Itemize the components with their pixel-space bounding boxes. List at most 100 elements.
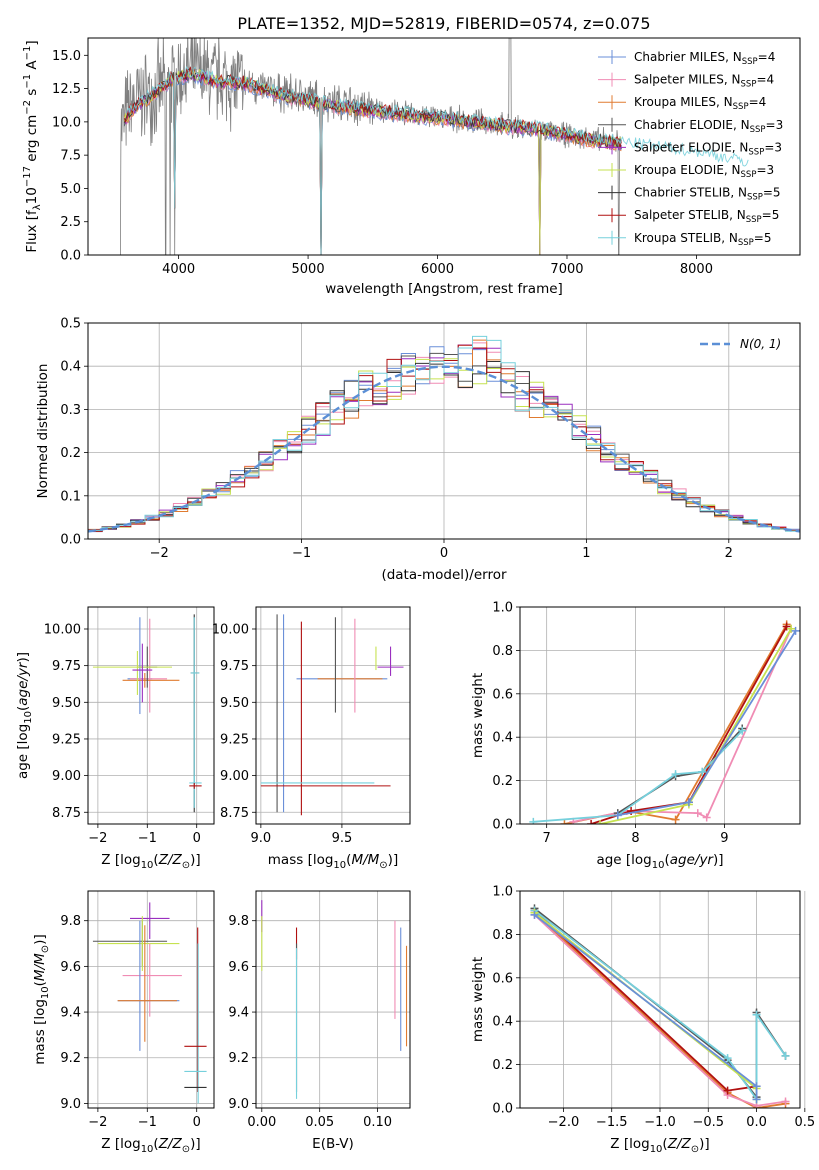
y-tick-label: 9.00 [52,769,81,784]
x-tick-label: 8000 [680,262,713,277]
legend-label: Salpeter STELIB, NSSP=5 [634,208,779,225]
y-tick-label: 9.50 [52,696,81,711]
ticks-0: 4000 5000 6000 7000 8000 0.0 2.5 5.0 7.5 10.0 12.5… [52,49,713,277]
y-tick-label: 9.25 [220,732,249,747]
legend: Chabrier MILES, NSSP=4 Salpeter MILES, NS… [598,50,783,248]
mass-weight-marker [787,624,796,633]
x-tick-label: 0.5 [794,1115,815,1130]
x-tick-label: 0 [193,831,201,846]
x-axis-label: age [log10(age/yr)] [596,852,723,871]
y-tick-label: 9.4 [228,1006,249,1021]
errorbar-point [117,925,177,1042]
y-tick-label: 0.6 [492,971,513,986]
y-tick-label: 9.8 [228,914,249,929]
x-tick-label: −0.5 [692,1115,724,1130]
mass-weight-marker [530,910,539,919]
errorbar-point [122,943,182,1017]
mass-weight-marker [693,809,702,818]
axes-1: −2 −1 0 1 2 0.0 0.1 0.2 0.3 0.4 0.5 (data-model)/er… [35,317,801,583]
y-tick-label: 10.00 [212,622,249,637]
x-tick-label: 9.5 [332,831,353,846]
mass-weight-series [613,626,800,820]
y-tick-label: 8.75 [52,806,81,821]
ticks-6: 0.00 0.05 0.10 9.0 9.2 9.4 9.6 9.8 [228,914,392,1130]
mass-weight-marker [752,1095,761,1104]
x-tick-label: −1 [138,831,157,846]
mass-weight-marker [738,726,747,735]
ticks-4: 7 8 9 0.0 0.2 0.4 0.6 0.8 1.0 [492,601,728,847]
y-tick-label: 9.0 [60,1097,81,1112]
y-tick-label: 0.8 [492,928,513,943]
mass-weight-marker [529,817,538,824]
grid-3 [256,607,410,824]
legend-label: Kroupa STELIB, NSSP=5 [634,231,772,248]
ticks-3: 9.0 9.5 8.75 9.00 9.25 9.50 9.75 10.00 [212,622,352,846]
y-axis-label: age [log10(age/yr)] [15,652,34,779]
x-tick-label: 0.00 [247,1115,276,1130]
axes-6: 0.00 0.05 0.10 9.0 9.2 9.4 9.6 9.8 E(B-V) [228,890,411,1152]
errorbar-point [130,902,170,939]
mass-weight-marker [587,820,596,824]
mass-weight-marker [596,820,604,824]
y-tick-label: 9.6 [228,960,249,975]
grid-2 [88,607,214,824]
gaussian-curve [88,365,800,533]
x-tick-label: 2 [725,546,733,561]
y-axis-label: mass weight [470,957,486,1042]
y-tick-label: 0.4 [60,360,81,375]
axes-0: 4000 5000 6000 7000 8000 0.0 2.5 5.0 7.5 10.0 12.5… [22,37,801,297]
legend-label: Kroupa MILES, NSSP=4 [634,95,766,112]
errorbar-point [132,643,153,703]
x-tick-label: −2 [88,1115,107,1130]
y-tick-label: 0.0 [60,249,81,264]
y-tick-label: 0.0 [60,533,81,548]
x-tick-label: 1 [582,546,590,561]
y-tick-label: 9.8 [60,914,81,929]
mass-weight-marker [698,767,707,776]
x-axis-label: wavelength [Angstrom, rest frame] [325,281,563,297]
x-axis-label: Z [log10(Z/Z⊙)] [610,1136,709,1155]
axes-frame [255,890,411,1109]
y-axis-label: mass [log10(M/M⊙)] [32,934,51,1064]
residual-histogram [88,342,800,532]
errorbar-point [122,672,180,688]
mass-weight-marker [791,626,800,635]
errorbar-point [130,618,168,713]
mass-weight-marker [684,798,693,807]
axes-frame [519,890,801,1109]
mass-weight-line [533,914,786,1107]
plot-area-6 [261,900,408,1099]
x-tick-label: 0 [193,1115,201,1130]
axes-5: −2 −1 0 9.0 9.2 9.4 9.6 9.8 Z [log10(Z/Z⊙)] mass … [32,890,215,1155]
y-tick-label: 9.6 [60,960,81,975]
y-tick-label: 8.75 [220,806,249,821]
axes-frame [87,890,215,1109]
x-tick-label: 7 [543,831,551,846]
axes-3: 9.0 9.5 8.75 9.00 9.25 9.50 9.75 10.00 mass [log… [212,606,411,871]
x-tick-label: 9 [720,831,728,846]
y-axis-label: mass weight [470,673,486,758]
axes-2: −2 −1 0 8.75 9.00 9.25 9.50 9.75 10.00 Z [log10(Z… [15,606,215,871]
mass-weight-marker [613,811,622,820]
y-tick-label: 1.0 [492,885,513,900]
legend-label: Salpeter MILES, NSSP=4 [634,73,774,90]
errorbar-point [377,646,404,676]
y-tick-label: 5.0 [60,182,81,197]
x-tick-label: −2.0 [548,1115,580,1130]
y-tick-label: 9.75 [52,659,81,674]
y-axis-label: Normed distribution [35,364,51,499]
y-tick-label: 9.50 [220,696,249,711]
x-axis-label: (data-model)/error [381,567,507,583]
y-tick-label: 10.0 [52,115,81,130]
x-axis-label: mass [log10(M/M⊙)] [268,852,398,871]
y-axis-label: Flux [fλ10−17 erg cm−2 s−1 A−1] [22,40,43,252]
plot-area-1 [88,335,800,533]
ticks-2: −2 −1 0 8.75 9.00 9.25 9.50 9.75 10.00 [44,622,201,846]
ticks-1: −2 −1 0 1 2 0.0 0.1 0.2 0.3 0.4 0.5 [60,317,733,562]
y-tick-label: 0.4 [492,731,513,746]
mass-weight-series [530,910,761,1104]
plot-area-7 [530,904,790,1108]
plot-area-0 [120,38,749,255]
y-tick-label: 0.6 [492,687,513,702]
